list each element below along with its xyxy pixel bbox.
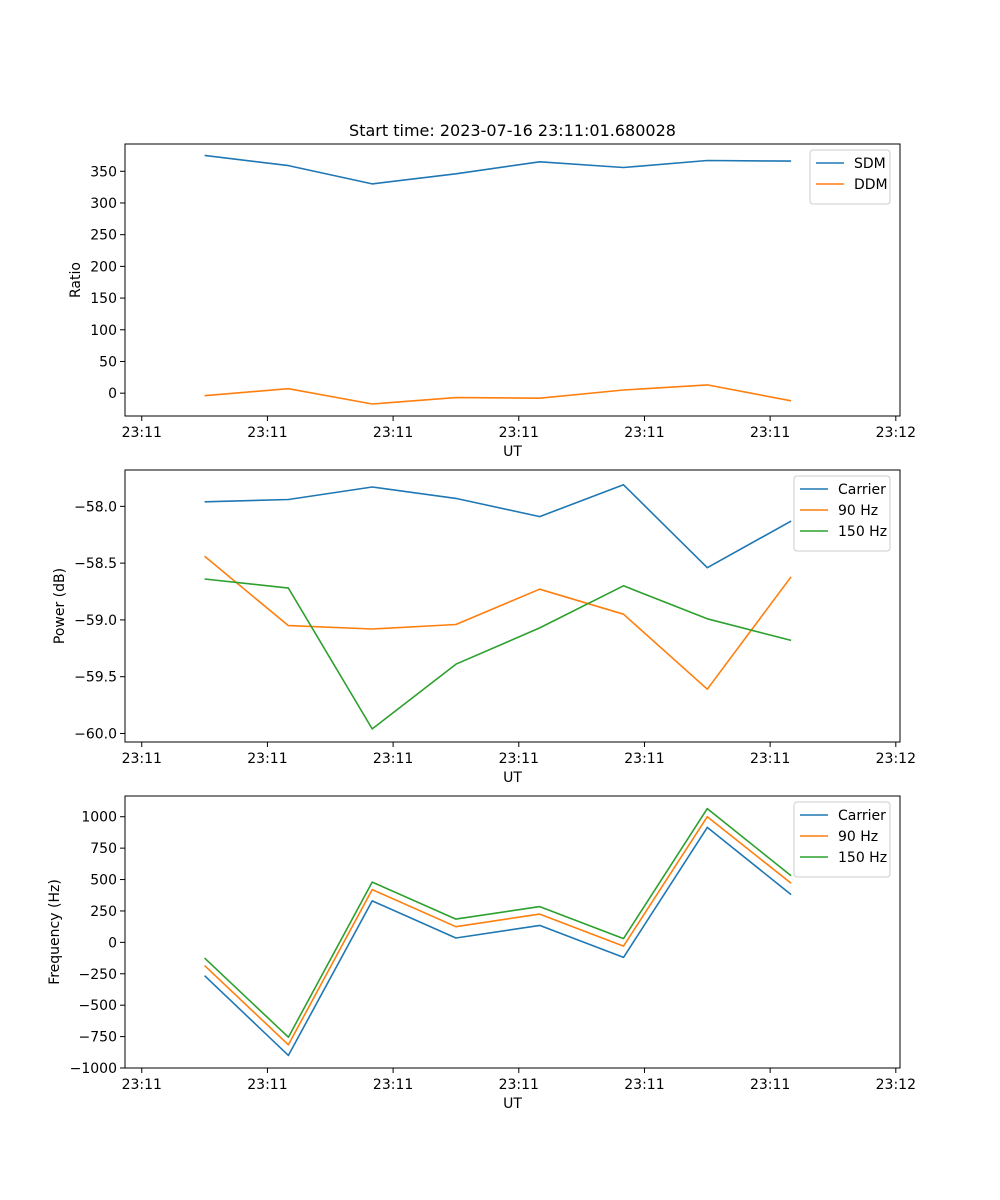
y-tick-label: −58.0	[74, 499, 117, 515]
y-tick-label: 100	[90, 323, 117, 339]
series-line-sdm	[204, 154, 792, 185]
y-tick-label: 50	[99, 354, 117, 370]
y-tick-label: −500	[79, 998, 117, 1014]
axes-frame	[124, 143, 901, 417]
x-tick-label: 23:11	[750, 751, 790, 767]
x-tick-label: 23:12	[876, 425, 916, 441]
y-tick-label: −60.0	[74, 726, 117, 742]
legend-box	[793, 801, 891, 878]
x-tick-label: 23:11	[247, 425, 287, 441]
series-line-carrier	[204, 826, 792, 1057]
x-tick-label: 23:11	[122, 425, 162, 441]
x-tick-label: 23:11	[373, 1077, 413, 1093]
y-tick-label: 150	[90, 291, 117, 307]
legend-label: SDM	[854, 156, 886, 172]
legend-label: Carrier	[838, 808, 886, 824]
y-axis-label: Frequency (Hz)	[47, 879, 63, 985]
legend: SDM DDM	[809, 149, 891, 205]
legend-label: 150 Hz	[838, 850, 887, 866]
y-tick-label: −1000	[70, 1061, 117, 1077]
x-tick-label: 23:11	[499, 425, 539, 441]
x-axis-label: UT	[503, 444, 522, 460]
y-tick-label: −58.5	[74, 556, 117, 572]
y-tick-label: 300	[90, 196, 117, 212]
y-tick-label: 350	[90, 164, 117, 180]
series-line-ddm	[204, 384, 792, 405]
x-tick-label: 23:11	[373, 425, 413, 441]
legend-label: DDM	[854, 177, 888, 193]
chart-panels: 23:11 23:11 23:11 23:11 23:11 23:11 23:12 0 50 10…	[47, 143, 916, 1112]
series-line-90-hz	[204, 555, 792, 691]
legend-label: 150 Hz	[838, 524, 887, 540]
x-tick-label: 23:11	[624, 751, 664, 767]
x-tick-label: 23:12	[876, 751, 916, 767]
axes-frame	[124, 795, 901, 1069]
y-tick-label: 250	[90, 228, 117, 244]
x-tick-label: 23:12	[876, 1077, 916, 1093]
y-tick-label: 0	[108, 386, 117, 402]
x-tick-label: 23:11	[499, 1077, 539, 1093]
x-tick-label: 23:11	[122, 1077, 162, 1093]
x-axis-label: UT	[503, 770, 522, 786]
y-tick-label: −250	[79, 967, 117, 983]
series-line-90-hz	[204, 815, 792, 1046]
panel-3: 23:11 23:11 23:11 23:11 23:11 23:11 23:12 −1000…	[47, 795, 916, 1112]
x-tick-label: 23:11	[122, 751, 162, 767]
legend: Carrier 90 Hz 150 Hz	[793, 801, 891, 878]
axes-frame	[124, 469, 901, 743]
y-axis-label: Ratio	[68, 262, 84, 298]
legend-label: Carrier	[838, 482, 886, 498]
y-tick-label: 200	[90, 259, 117, 275]
y-tick-label: 750	[90, 841, 117, 857]
panel-1: 23:11 23:11 23:11 23:11 23:11 23:11 23:12 0 50 10…	[68, 143, 916, 460]
y-tick-label: 1000	[81, 810, 117, 826]
x-tick-label: 23:11	[499, 751, 539, 767]
chart-title: Start time: 2023-07-16 23:11:01.680028	[349, 121, 676, 140]
y-tick-label: 0	[108, 935, 117, 951]
y-tick-label: 500	[90, 873, 117, 889]
series-line-carrier	[204, 483, 792, 569]
x-tick-label: 23:11	[750, 1077, 790, 1093]
y-tick-label: −750	[79, 1030, 117, 1046]
legend: Carrier 90 Hz 150 Hz	[793, 475, 891, 552]
y-axis-label: Power (dB)	[52, 568, 68, 644]
x-axis-label: UT	[503, 1096, 522, 1112]
x-tick-label: 23:11	[373, 751, 413, 767]
legend-label: 90 Hz	[838, 503, 878, 519]
y-tick-label: −59.5	[74, 670, 117, 686]
x-tick-label: 23:11	[624, 1077, 664, 1093]
legend-box	[793, 475, 891, 552]
series-line-150-hz	[204, 807, 792, 1038]
x-tick-label: 23:11	[247, 751, 287, 767]
series-line-150-hz	[204, 578, 792, 730]
y-tick-label: −59.0	[74, 613, 117, 629]
legend-label: 90 Hz	[838, 829, 878, 845]
x-tick-label: 23:11	[624, 425, 664, 441]
y-tick-label: 250	[90, 904, 117, 920]
x-tick-label: 23:11	[750, 425, 790, 441]
panel-2: 23:11 23:11 23:11 23:11 23:11 23:11 23:12 −60.0…	[52, 469, 916, 786]
x-tick-label: 23:11	[247, 1077, 287, 1093]
